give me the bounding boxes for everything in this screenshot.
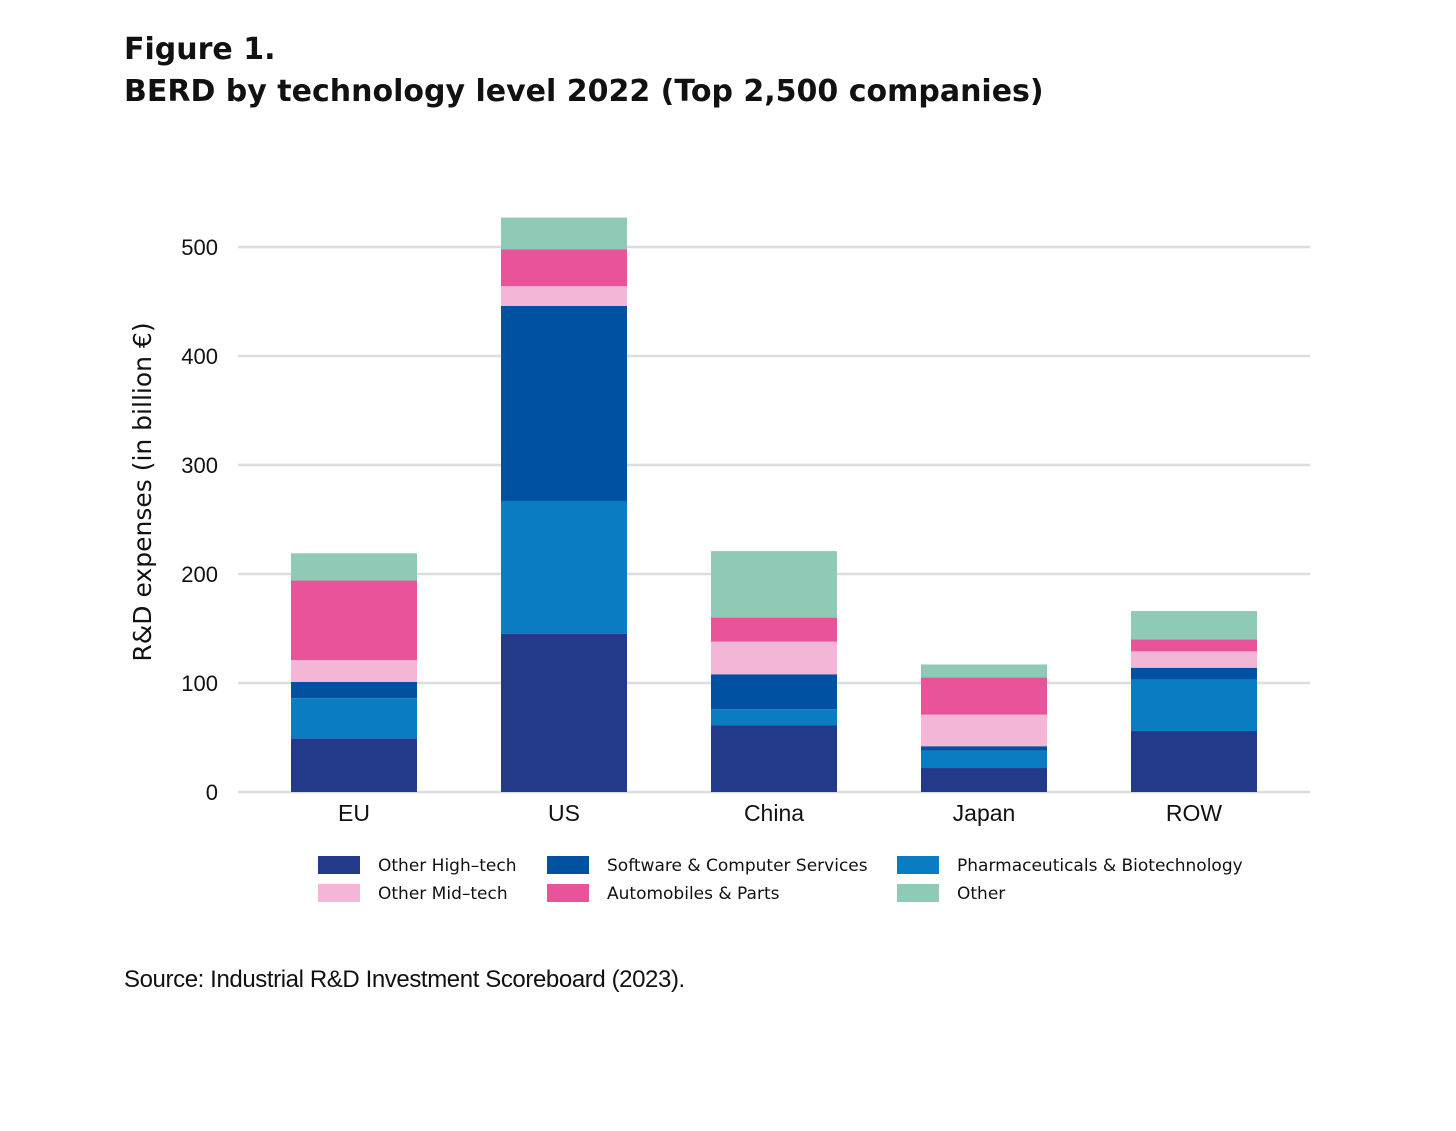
y-tick-label-400: 400	[181, 344, 218, 369]
bars	[291, 217, 1257, 792]
x-tick-label-japan: Japan	[953, 800, 1016, 826]
bar-japan-series-3	[921, 714, 1047, 747]
y-tick-label-100: 100	[181, 671, 218, 696]
bar-row-series-0	[1131, 730, 1257, 792]
chart-title: BERD by technology level 2022 (Top 2,500…	[124, 74, 1044, 109]
y-tick-label-300: 300	[181, 453, 218, 478]
bar-row-series-5	[1131, 611, 1257, 640]
bar-china-series-0	[711, 725, 837, 792]
bar-china-series-4	[711, 617, 837, 642]
bar-eu-series-3	[291, 660, 417, 682]
bar-us-series-1	[501, 500, 627, 634]
bar-japan-series-5	[921, 664, 1047, 678]
bar-eu-series-1	[291, 698, 417, 739]
bar-us-series-3	[501, 286, 627, 306]
bar-us-series-2	[501, 305, 627, 501]
bar-eu-series-0	[291, 738, 417, 792]
bar-china-series-5	[711, 551, 837, 618]
legend-label-1: Software & Computer Services	[607, 856, 868, 876]
bar-row-series-1	[1131, 679, 1257, 731]
legend-label-2: Pharmaceuticals & Biotechnology	[957, 856, 1243, 876]
figure-label: Figure 1.	[124, 32, 276, 67]
bar-japan-series-1	[921, 750, 1047, 769]
y-tick-label-200: 200	[181, 562, 218, 587]
bar-us-series-4	[501, 249, 627, 287]
legend-swatch-0	[318, 856, 360, 874]
bar-china-series-2	[711, 674, 837, 710]
x-tick-label-row: ROW	[1166, 800, 1223, 826]
bar-china-series-1	[711, 709, 837, 726]
x-tick-label-eu: EU	[338, 800, 370, 826]
bar-eu-series-5	[291, 553, 417, 581]
x-tick-label-us: US	[548, 800, 580, 826]
bar-japan-series-2	[921, 746, 1047, 751]
y-axis-label: R&D expenses (in billion €)	[128, 322, 157, 661]
bar-row-series-3	[1131, 651, 1257, 668]
y-tick-label-0: 0	[206, 780, 218, 805]
legend-label-0: Other High–tech	[378, 856, 517, 876]
legend-swatch-4	[547, 884, 589, 902]
bar-row-series-2	[1131, 667, 1257, 680]
x-tick-label-china: China	[744, 800, 804, 826]
legend-label-4: Automobiles & Parts	[607, 884, 780, 904]
bar-china-series-3	[711, 641, 837, 675]
legend-swatch-3	[318, 884, 360, 902]
legend: Other High–tech Software & Computer Servi…	[318, 856, 1243, 904]
source-note: Source: Industrial R&D Investment Scoreb…	[124, 966, 685, 993]
legend-swatch-1	[547, 856, 589, 874]
y-axis-ticks: 0 100 200 300 400 500	[181, 235, 218, 805]
legend-swatch-2	[897, 856, 939, 874]
legend-swatch-5	[897, 884, 939, 902]
bar-row-series-4	[1131, 639, 1257, 652]
bar-us-series-5	[501, 217, 627, 250]
bar-japan-series-0	[921, 768, 1047, 792]
bar-eu-series-2	[291, 681, 417, 699]
legend-label-5: Other	[957, 884, 1005, 904]
legend-label-3: Other Mid–tech	[378, 884, 508, 904]
bar-us-series-0	[501, 633, 627, 792]
bar-eu-series-4	[291, 580, 417, 661]
bar-japan-series-4	[921, 677, 1047, 715]
x-axis-ticks: EU US China Japan ROW	[338, 800, 1222, 826]
y-tick-label-500: 500	[181, 235, 218, 260]
